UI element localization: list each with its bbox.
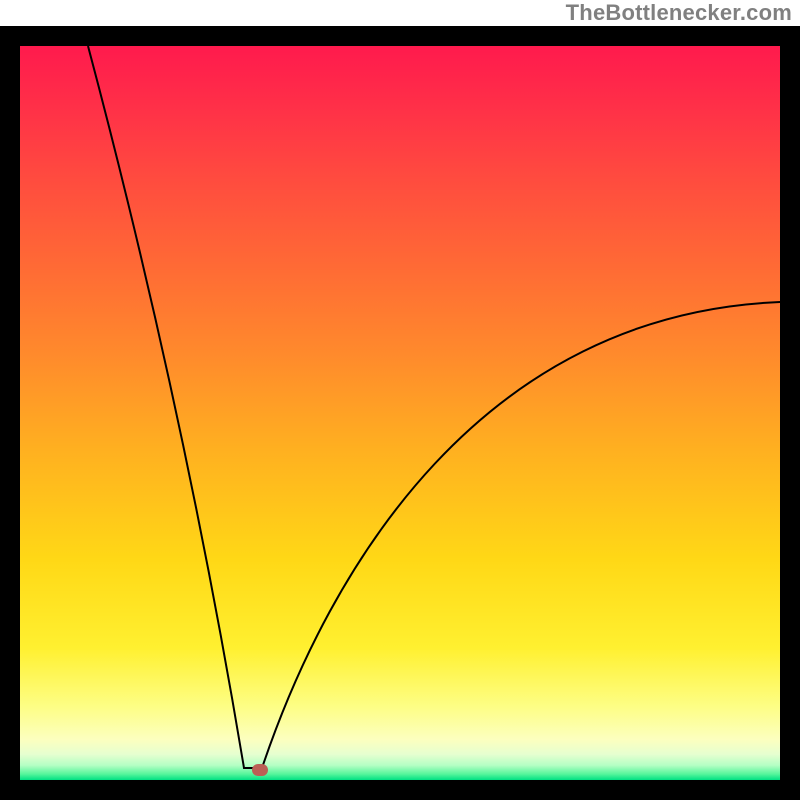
chart-container: TheBottlenecker.com	[0, 0, 800, 800]
frame-border-right	[780, 26, 800, 800]
gradient-rect	[20, 46, 780, 780]
gradient-background	[20, 46, 780, 780]
frame-border-top	[0, 26, 800, 46]
plot-area	[20, 46, 780, 780]
frame-border-bottom	[0, 780, 800, 800]
frame-border-left	[0, 26, 20, 800]
site-watermark: TheBottlenecker.com	[566, 0, 792, 26]
